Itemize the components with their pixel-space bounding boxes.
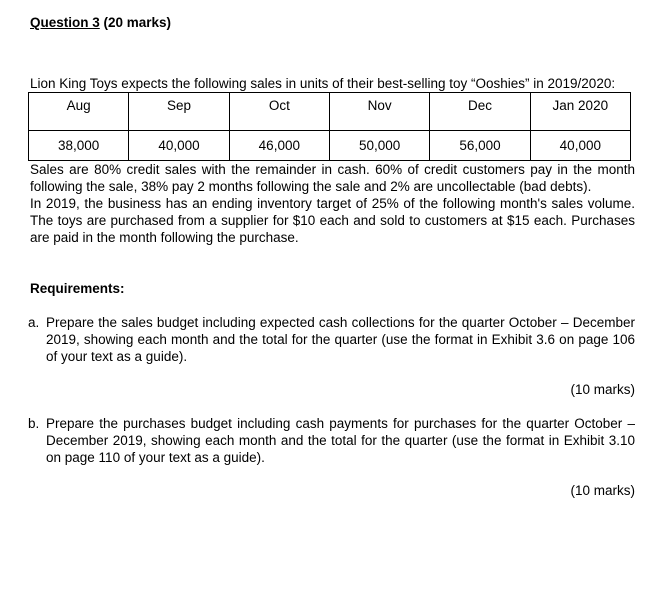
- table-value-cell: 40,000: [128, 130, 230, 161]
- intro-paragraph: Lion King Toys expects the following sal…: [30, 76, 616, 91]
- table-header-cell: Sep: [128, 92, 230, 131]
- question-heading: Question 3 (20 marks): [30, 14, 635, 31]
- requirement-item-b: b. Prepare the purchases budget includin…: [28, 415, 635, 466]
- table-value-row: 38,000 40,000 46,000 50,000 56,000 40,00…: [27, 130, 632, 161]
- credit-sales-paragraph: Sales are 80% credit sales with the rema…: [30, 162, 635, 194]
- requirements-heading: Requirements:: [30, 281, 125, 296]
- inventory-paragraph: In 2019, the business has an ending inve…: [30, 196, 635, 245]
- table-value-cell: 38,000: [27, 130, 130, 161]
- table-header-cell: Nov: [328, 92, 431, 131]
- table-value-cell: 50,000: [328, 130, 431, 161]
- table-value-cell: 46,000: [228, 130, 330, 161]
- requirement-item-a: a. Prepare the sales budget including ex…: [28, 314, 635, 365]
- marks-line-b: (10 marks): [570, 483, 635, 498]
- table-header-cell: Dec: [429, 92, 531, 131]
- requirement-letter: a.: [28, 315, 40, 330]
- sales-units-table: Aug Sep Oct Nov Dec Jan 2020 38,000 40,0…: [27, 92, 632, 161]
- table-value-cell: 56,000: [429, 130, 531, 161]
- requirement-text: Prepare the sales budget including expec…: [46, 315, 635, 364]
- table-header-cell: Jan 2020: [529, 92, 632, 131]
- table-header-cell: Oct: [228, 92, 330, 131]
- requirement-text: Prepare the purchases budget including c…: [46, 416, 635, 465]
- marks-line-a: (10 marks): [570, 382, 635, 397]
- table-value-cell: 40,000: [529, 130, 632, 161]
- table-header-row: Aug Sep Oct Nov Dec Jan 2020: [27, 92, 632, 131]
- requirement-letter: b.: [28, 416, 40, 431]
- question-title: Question 3: [30, 15, 100, 30]
- question-marks: (20 marks): [99, 15, 172, 30]
- table-header-cell: Aug: [27, 92, 130, 131]
